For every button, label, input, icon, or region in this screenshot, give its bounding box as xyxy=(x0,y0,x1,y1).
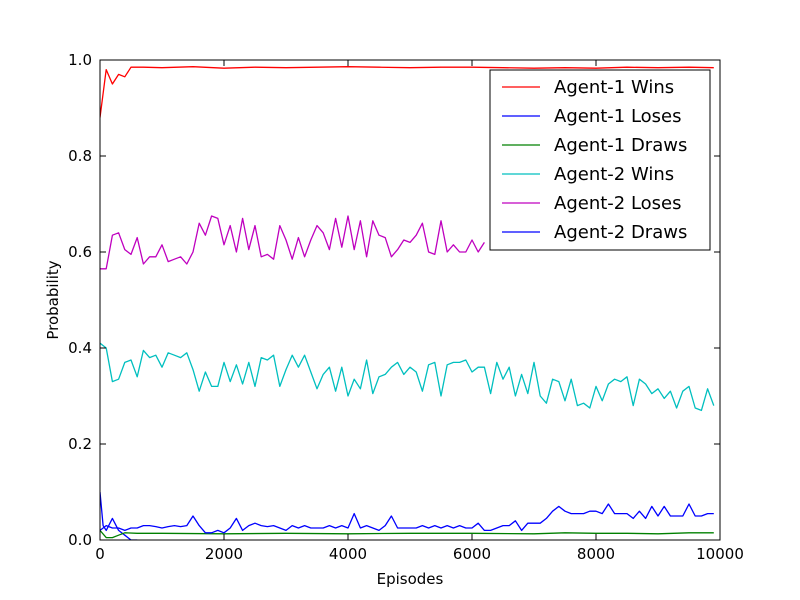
series-line-agent-2-wins xyxy=(100,342,715,412)
legend-label: Agent-1 Draws xyxy=(554,135,687,156)
series-layer xyxy=(100,66,715,540)
legend-label: Agent-2 Loses xyxy=(554,193,682,214)
legend-box xyxy=(489,69,711,251)
x-tick-label: 10000 xyxy=(696,545,744,563)
series-line-agent-1-loses xyxy=(100,491,138,540)
y-tick-label: 0.0 xyxy=(68,531,92,549)
legend-label: Agent-2 Draws xyxy=(554,222,687,243)
legend-label: Agent-1 Wins xyxy=(554,77,674,98)
y-tick-label: 0.6 xyxy=(68,243,92,261)
x-axis-label: Episodes xyxy=(377,570,444,588)
y-tick-label: 0.4 xyxy=(68,339,92,357)
series-line-agent-2-loses xyxy=(100,215,485,270)
series-line-agent-2-draws xyxy=(100,503,714,534)
series-line-agent-1-draws xyxy=(100,529,714,539)
x-tick-label: 0 xyxy=(95,545,105,563)
legend-label: Agent-2 Wins xyxy=(554,164,674,185)
y-tick-label: 0.2 xyxy=(68,435,92,453)
y-tick-label: 1.0 xyxy=(68,51,92,69)
legend: Agent-1 Wins Agent-1 Loses Agent-1 Draws Ag… xyxy=(489,69,711,251)
y-axis-label: Probability xyxy=(44,260,62,339)
y-tick-label: 0.8 xyxy=(68,147,92,165)
x-tick-label: 4000 xyxy=(329,545,367,563)
x-tick-label: 6000 xyxy=(453,545,491,563)
x-tick-label: 2000 xyxy=(205,545,243,563)
legend-label: Agent-1 Loses xyxy=(554,106,682,127)
ticks-layer: 0 2000 4000 6000 8000 10000 0.0 0.2 0.4 0.6 0.8 1.0 xyxy=(68,51,744,563)
x-tick-label: 8000 xyxy=(577,545,615,563)
series-line-agent-1-wins xyxy=(100,66,714,118)
plot-frame xyxy=(99,59,721,541)
